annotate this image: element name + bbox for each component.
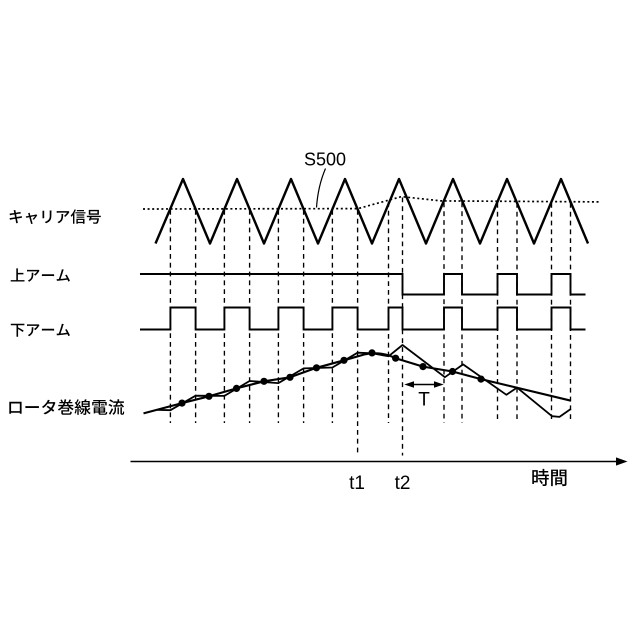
svg-text:T: T [418,390,430,411]
svg-text:t1: t1 [349,473,365,494]
svg-text:t2: t2 [395,473,411,494]
svg-text:S500: S500 [304,150,346,170]
